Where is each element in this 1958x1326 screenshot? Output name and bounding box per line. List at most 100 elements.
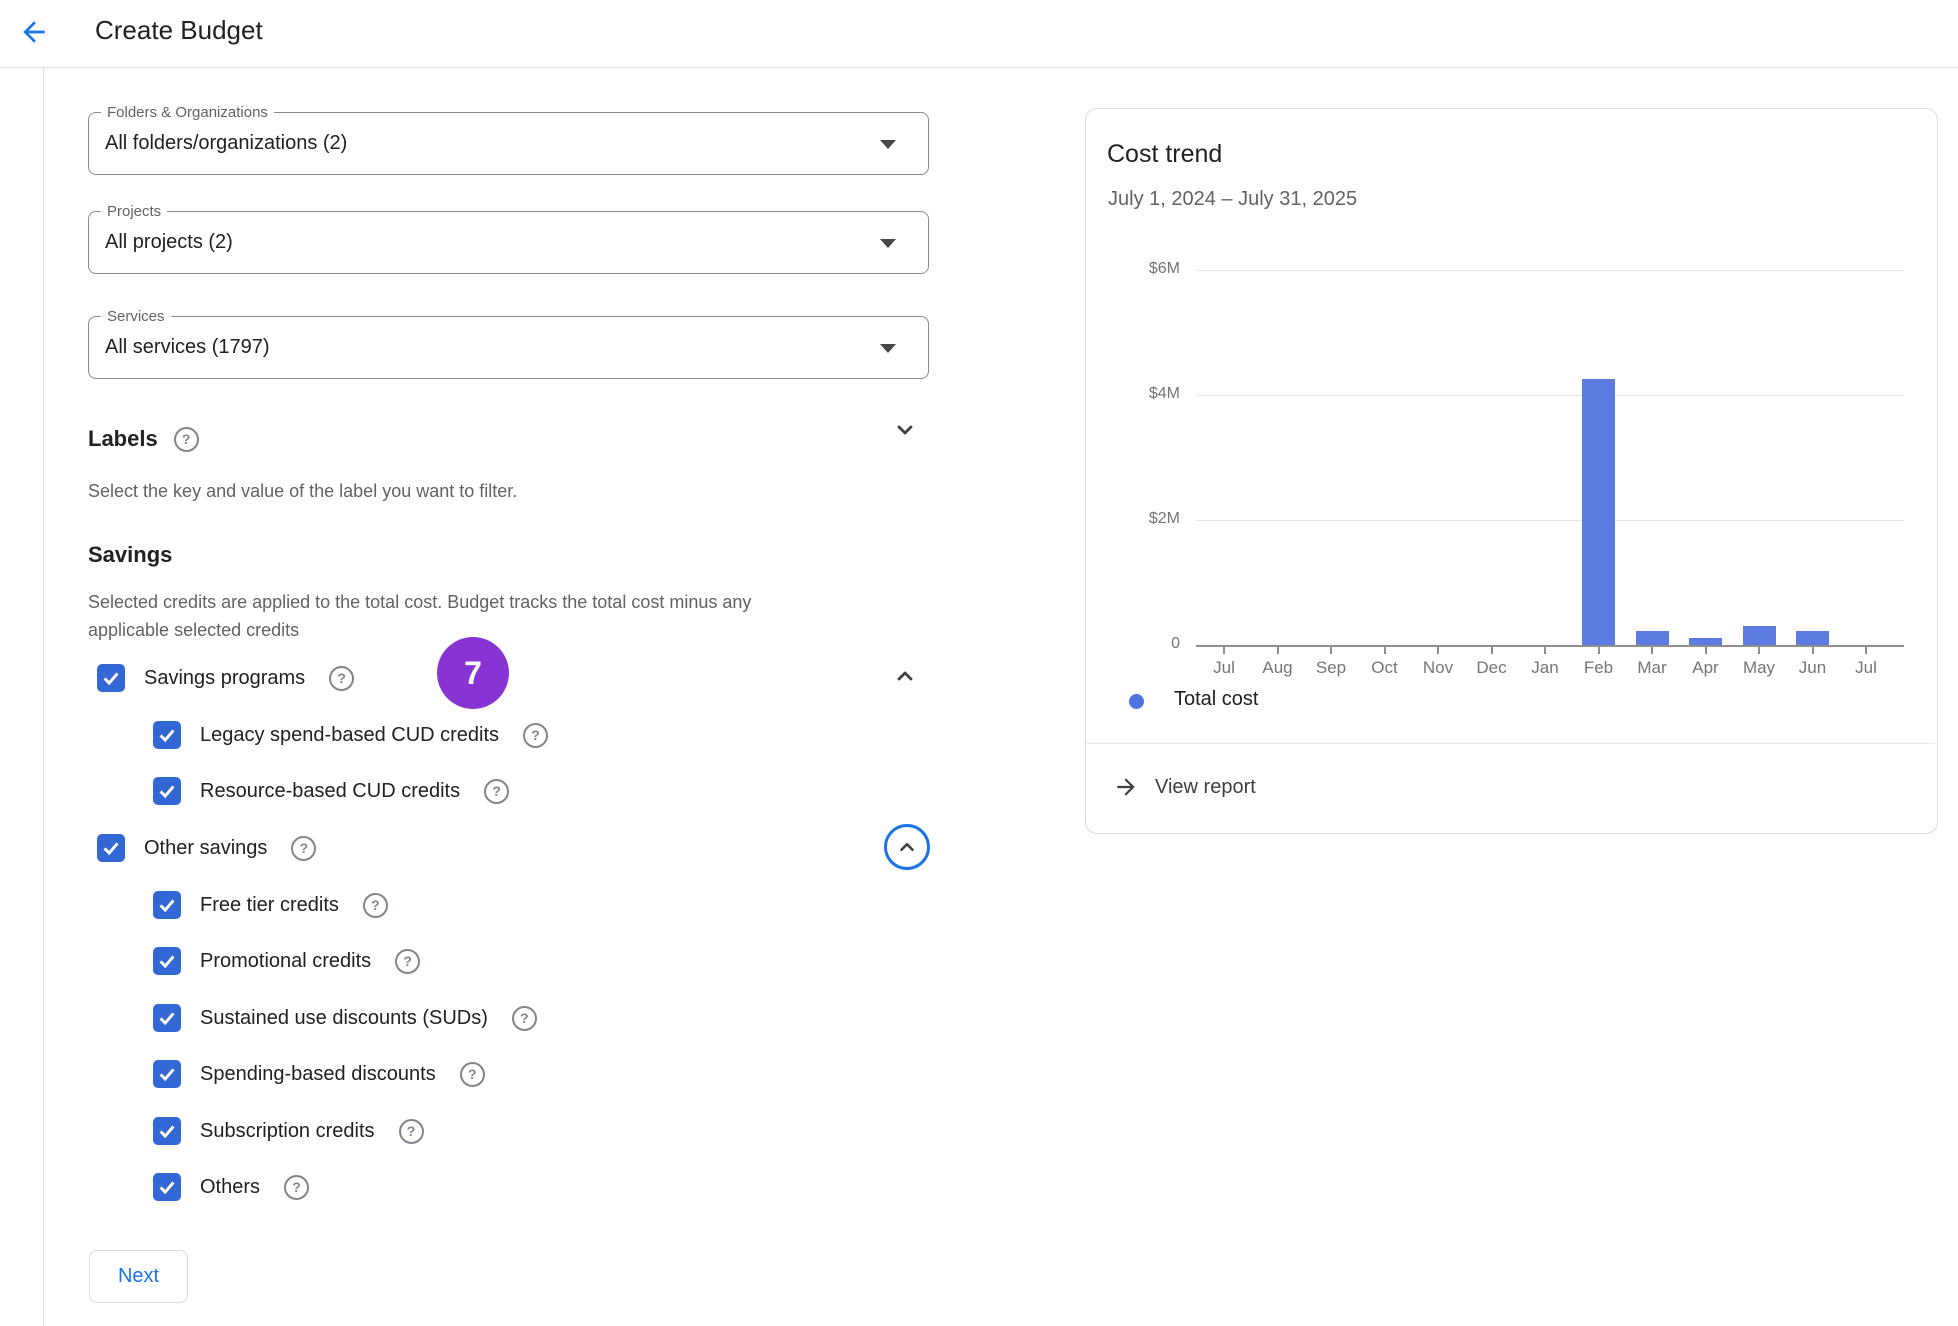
checkmark-icon <box>159 785 175 799</box>
legacy-cud-checkbox[interactable] <box>153 721 181 749</box>
field-label: Services <box>101 308 171 325</box>
next-button[interactable]: Next <box>89 1250 188 1303</box>
x-axis-month-label: Aug <box>1262 658 1293 677</box>
x-axis-month-label: Jul <box>1855 658 1877 677</box>
checkmark-icon <box>159 1125 175 1139</box>
other-savings-collapse-chevron[interactable] <box>884 824 930 870</box>
help-icon[interactable] <box>398 1118 424 1144</box>
field-label: Projects <box>101 203 168 220</box>
checkbox-label: Free tier credits <box>200 893 339 916</box>
other-savings-row: Other savings <box>97 833 317 863</box>
step-badge: 7 <box>437 637 509 709</box>
y-axis-tick-label: 0 <box>1171 635 1180 652</box>
dropdown-arrow-icon <box>880 344 896 353</box>
gridline <box>1196 395 1904 396</box>
x-axis-month-label: Jul <box>1213 658 1235 677</box>
resource-cud-row: Resource-based CUD credits <box>153 776 510 806</box>
help-icon[interactable] <box>329 665 355 691</box>
back-arrow-button[interactable] <box>18 16 50 48</box>
total-cost-bar-feb <box>1582 378 1615 645</box>
savings-programs-checkbox[interactable] <box>97 664 125 692</box>
y-axis-tick-label: $4M <box>1148 385 1180 402</box>
help-icon[interactable] <box>484 778 510 804</box>
panel-left-border <box>43 68 44 1326</box>
others-row: Others <box>153 1172 310 1202</box>
x-axis-tick <box>1597 647 1600 654</box>
suds-checkbox[interactable] <box>153 1004 181 1032</box>
x-axis-month-label: Mar <box>1637 658 1667 677</box>
savings-description-line1: Selected credits are applied to the tota… <box>88 592 752 612</box>
x-axis-month-label: Oct <box>1371 658 1398 677</box>
field-value: All folders/organizations (2) <box>105 132 348 154</box>
subscription-row: Subscription credits <box>153 1116 424 1146</box>
savings-heading: Savings <box>88 542 173 567</box>
page-title: Create Budget <box>95 15 263 45</box>
legend-dot <box>1129 694 1144 709</box>
promotional-checkbox[interactable] <box>153 947 181 975</box>
other-savings-checkbox[interactable] <box>97 834 125 862</box>
x-axis-tick <box>1811 647 1814 654</box>
help-icon[interactable] <box>395 948 421 974</box>
dropdown-arrow-icon <box>880 140 896 149</box>
savings-description-line2: applicable selected credits <box>88 620 300 640</box>
x-axis-tick <box>1490 647 1493 654</box>
total-cost-bar-may <box>1742 626 1776 645</box>
x-axis-month-label: Feb <box>1583 658 1614 677</box>
help-icon[interactable] <box>291 835 317 861</box>
checkbox-label: Savings programs <box>144 666 306 689</box>
suds-row: Sustained use discounts (SUDs) <box>153 1003 537 1033</box>
dropdown-arrow-icon <box>880 239 896 248</box>
help-icon[interactable] <box>173 426 199 452</box>
cost-trend-card <box>1085 108 1938 834</box>
checkbox-label: Legacy spend-based CUD credits <box>200 723 500 746</box>
cost-trend-date-range: July 1, 2024 – July 31, 2025 <box>1108 188 1358 210</box>
spending-based-checkbox[interactable] <box>153 1060 181 1088</box>
checkbox-label: Spending-based discounts <box>200 1062 436 1085</box>
free-tier-checkbox[interactable] <box>153 891 181 919</box>
projects-select[interactable]: Projects All projects (2) <box>88 203 929 274</box>
help-icon[interactable] <box>362 892 388 918</box>
checkmark-icon <box>159 899 175 913</box>
checkbox-label: Other savings <box>144 836 268 859</box>
services-select[interactable]: Services All services (1797) <box>88 308 929 379</box>
help-icon[interactable] <box>511 1005 537 1031</box>
help-icon[interactable] <box>459 1061 485 1087</box>
subscription-checkbox[interactable] <box>153 1117 181 1145</box>
labels-heading: Labels <box>88 426 158 451</box>
help-icon[interactable] <box>523 722 549 748</box>
checkmark-icon <box>159 729 175 743</box>
labels-description: Select the key and value of the label yo… <box>88 481 518 501</box>
labels-heading-row: Labels <box>88 426 199 452</box>
x-axis-tick <box>1437 647 1439 654</box>
labels-expand-chevron[interactable] <box>893 418 917 442</box>
chevron-up-icon <box>897 671 913 681</box>
x-axis-month-label: Dec <box>1476 658 1507 677</box>
legend-label: Total cost <box>1174 688 1259 710</box>
help-icon[interactable] <box>284 1174 310 1200</box>
folders-organizations-select[interactable]: Folders & Organizations All folders/orga… <box>88 104 929 175</box>
x-axis-tick <box>1383 647 1386 654</box>
savings-programs-row: Savings programs <box>97 663 355 693</box>
y-axis-tick-label: $2M <box>1148 510 1180 527</box>
checkmark-icon <box>103 672 119 686</box>
legacy-cud-row: Legacy spend-based CUD credits <box>153 720 549 750</box>
x-axis-tick <box>1276 647 1279 654</box>
y-axis-tick-label: $6M <box>1148 260 1180 277</box>
x-axis-tick <box>1330 647 1332 654</box>
total-cost-bar-mar <box>1635 631 1669 645</box>
arrow-back-icon <box>23 21 45 43</box>
promotional-row: Promotional credits <box>153 946 421 976</box>
x-axis-month-label: Apr <box>1692 658 1719 677</box>
view-report-button[interactable]: View report <box>1113 774 1256 800</box>
x-axis-month-label: Jun <box>1798 658 1827 677</box>
x-axis-month-label: Jan <box>1531 658 1559 677</box>
checkmark-icon <box>159 1068 175 1082</box>
card-divider <box>1086 743 1935 744</box>
others-checkbox[interactable] <box>153 1173 181 1201</box>
header-divider <box>0 67 1958 68</box>
savings-programs-collapse-chevron[interactable] <box>893 664 917 688</box>
gridline <box>1196 270 1904 271</box>
checkbox-label: Subscription credits <box>200 1119 375 1142</box>
resource-cud-checkbox[interactable] <box>153 777 181 805</box>
chevron-down-icon <box>897 425 913 435</box>
